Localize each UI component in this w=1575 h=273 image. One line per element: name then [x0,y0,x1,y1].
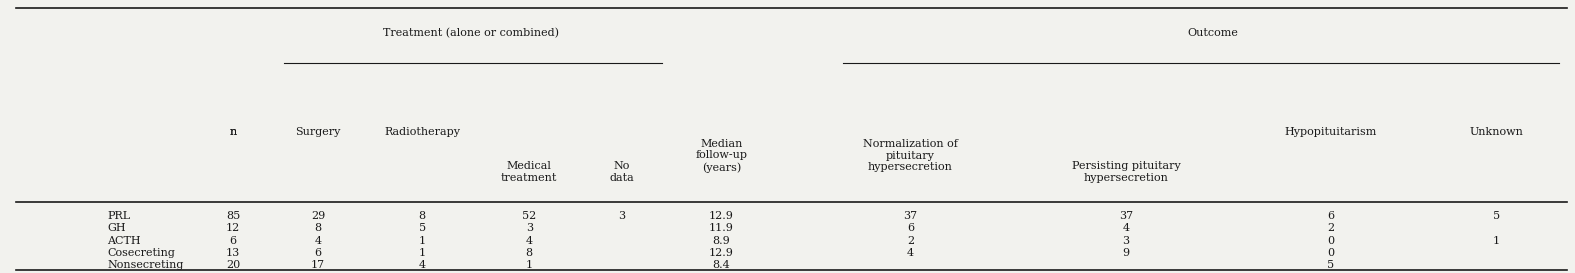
Text: 2: 2 [1328,223,1334,233]
Text: 1: 1 [1493,236,1499,246]
Text: 8.4: 8.4 [712,260,731,270]
Text: 0: 0 [1328,236,1334,246]
Text: Normalization of
pituitary
hypersecretion: Normalization of pituitary hypersecretio… [863,139,958,172]
Text: 3: 3 [1123,236,1129,246]
Text: No
data: No data [610,161,635,183]
Text: ACTH: ACTH [107,236,140,246]
Text: 5: 5 [1493,211,1499,221]
Text: 9: 9 [1123,248,1129,258]
Text: n: n [230,127,236,137]
Text: GH: GH [107,223,126,233]
Text: 1: 1 [526,260,532,270]
Text: 20: 20 [225,260,241,270]
Text: Medical
treatment: Medical treatment [501,161,558,183]
Text: Radiotherapy: Radiotherapy [384,127,460,137]
Text: 3: 3 [526,223,532,233]
Text: Hypopituitarism: Hypopituitarism [1285,127,1377,137]
Text: 4: 4 [526,236,532,246]
Text: PRL: PRL [107,211,131,221]
Text: 8: 8 [526,248,532,258]
Text: 4: 4 [907,248,913,258]
Text: n: n [230,127,236,137]
Text: 6: 6 [230,236,236,246]
Text: 8: 8 [315,223,321,233]
Text: 37: 37 [1120,211,1132,221]
Text: Median
follow-up
(years): Median follow-up (years) [695,139,748,173]
Text: Persisting pituitary
hypersecretion: Persisting pituitary hypersecretion [1071,161,1181,183]
Text: 3: 3 [619,211,625,221]
Text: 12: 12 [225,223,241,233]
Text: Treatment (alone or combined): Treatment (alone or combined) [383,28,559,38]
Text: 37: 37 [904,211,917,221]
Text: Cosecreting: Cosecreting [107,248,175,258]
Text: 8: 8 [419,211,425,221]
Text: 4: 4 [315,236,321,246]
Text: 6: 6 [907,223,913,233]
Text: 17: 17 [312,260,324,270]
Text: 6: 6 [315,248,321,258]
Text: 5: 5 [419,223,425,233]
Text: 52: 52 [521,211,537,221]
Text: 5: 5 [1328,260,1334,270]
Text: Unknown: Unknown [1469,127,1523,137]
Text: 6: 6 [1328,211,1334,221]
Text: Surgery: Surgery [296,127,340,137]
Text: 0: 0 [1328,248,1334,258]
Text: 11.9: 11.9 [709,223,734,233]
Text: 1: 1 [419,236,425,246]
Text: 2: 2 [907,236,913,246]
Text: 85: 85 [225,211,241,221]
Text: Nonsecreting: Nonsecreting [107,260,183,270]
Text: Outcome: Outcome [1188,28,1238,38]
Text: 12.9: 12.9 [709,248,734,258]
Text: 4: 4 [1123,223,1129,233]
Text: 8.9: 8.9 [712,236,731,246]
Text: 12.9: 12.9 [709,211,734,221]
Text: 4: 4 [419,260,425,270]
Text: 29: 29 [310,211,326,221]
Text: 1: 1 [419,248,425,258]
Text: 13: 13 [225,248,241,258]
